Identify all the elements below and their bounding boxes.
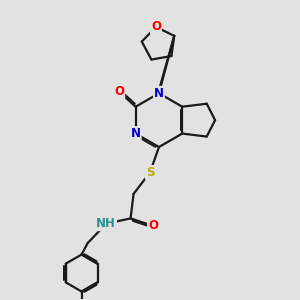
Text: NH: NH <box>96 217 116 230</box>
Text: O: O <box>148 219 158 232</box>
Text: N: N <box>154 87 164 100</box>
Text: S: S <box>146 166 154 179</box>
Text: O: O <box>114 85 124 98</box>
Text: O: O <box>151 20 161 33</box>
Text: N: N <box>131 127 141 140</box>
